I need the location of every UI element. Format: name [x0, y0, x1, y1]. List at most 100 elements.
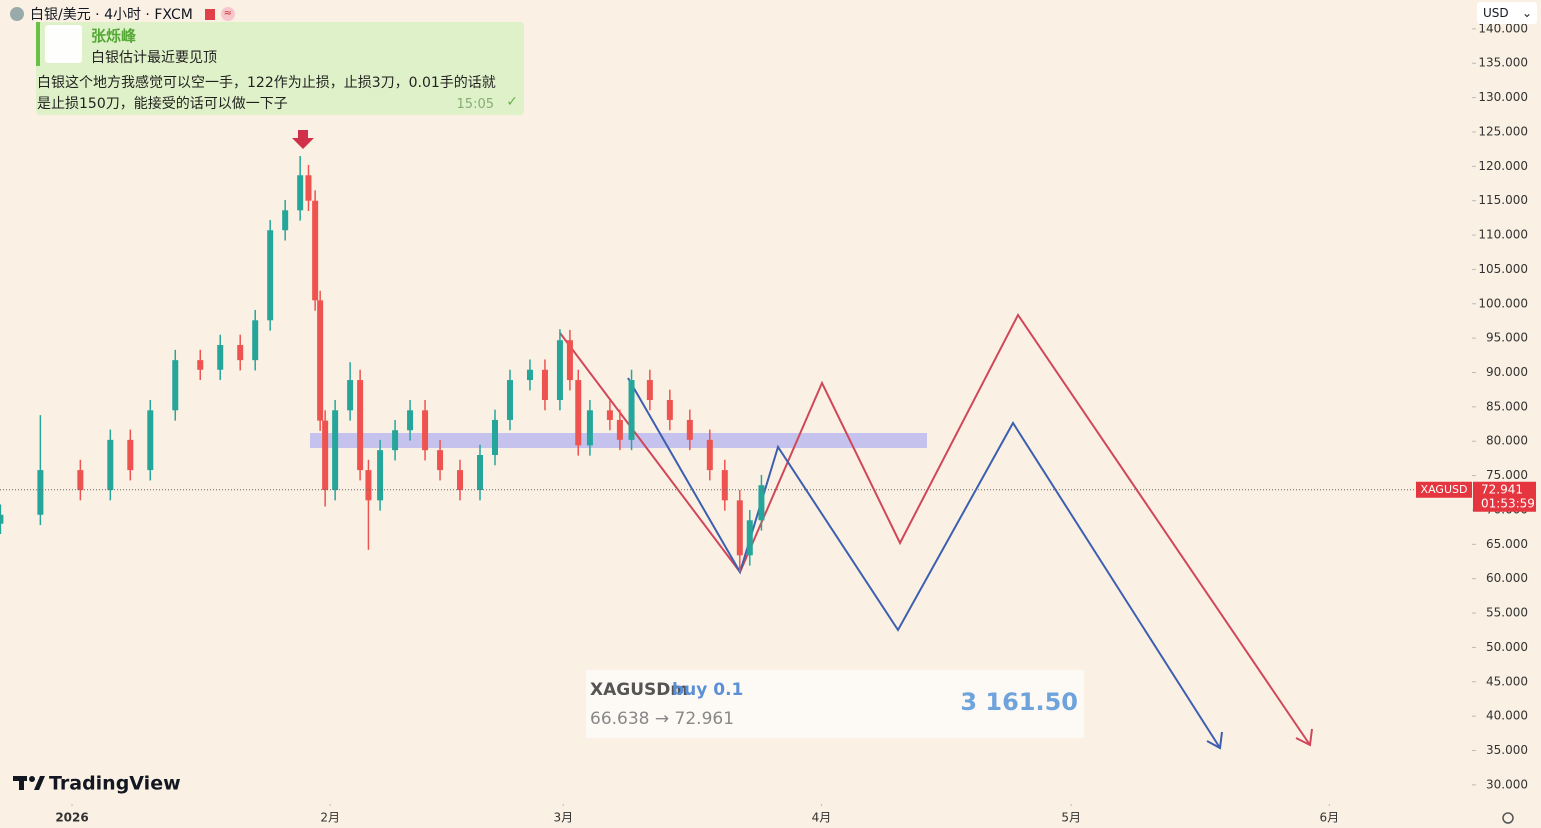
y-tick-label: 95.000 [1486, 331, 1528, 345]
x-tick-label: 4月 [812, 811, 832, 825]
check: ✓ [506, 94, 518, 110]
countdown: 01:53:59 [1481, 496, 1535, 510]
y-tick-label: 115.000 [1478, 193, 1528, 207]
candle-body [746, 520, 753, 556]
candle-body [267, 230, 274, 321]
trade-side: buy 0.1 [672, 680, 744, 700]
x-tick-label: 3月 [553, 811, 573, 825]
candle-body [646, 380, 653, 400]
candle-body [107, 439, 114, 491]
y-tick-label: 45.000 [1486, 674, 1528, 688]
candle-body [357, 380, 364, 471]
price-box [1473, 481, 1536, 512]
indicator-icon[interactable]: ≈ [220, 7, 235, 21]
currency: USD [1483, 6, 1509, 20]
logo: TradingView [13, 773, 181, 795]
candle-body [297, 175, 304, 211]
candle-body [305, 175, 312, 201]
candle-body [317, 300, 324, 421]
candle-body [586, 410, 593, 446]
header: 白银/美元 · 4小时 · FXCM ≈ [10, 4, 235, 24]
y-tick-label: 90.000 [1486, 365, 1528, 379]
down-arrow [292, 130, 314, 149]
candle-body [556, 340, 563, 400]
candle-body [686, 419, 693, 440]
candle-body [575, 380, 582, 446]
y-tick-label: 50.000 [1486, 640, 1528, 654]
trade-symbol: XAGUSDm [590, 680, 689, 700]
plot: 30.000 35.000 40.000 45.000 50.000 55.000 60.0… [0, 21, 1536, 825]
x-tick-label: 5月 [1061, 811, 1081, 825]
candle-body [217, 345, 224, 370]
message-line: 是止损150刀，能接受的话可以做一下子 [37, 96, 288, 112]
x-tick-label: 2026 [55, 811, 88, 825]
symbol-box [1416, 481, 1472, 498]
candle-body [566, 340, 573, 381]
y-tick-label: 35.000 [1486, 743, 1528, 757]
y-tick-label: 55.000 [1486, 606, 1528, 620]
arrowhead [1206, 731, 1223, 750]
logo-text: TradingView [49, 773, 181, 795]
candle-body [706, 439, 713, 471]
logo-icon [29, 776, 35, 782]
y-tick-label: 105.000 [1478, 262, 1528, 276]
candle-body [721, 470, 728, 501]
projection-blue [627, 377, 1221, 749]
candle-body [0, 514, 4, 524]
trade-profit: 3 161.50 [960, 688, 1078, 716]
thumbnail [45, 25, 82, 63]
symbol-icon [10, 7, 24, 21]
y-tick-label: 110.000 [1478, 228, 1528, 242]
message-line: 白银这个地方我感觉可以空一手，122作为止损，止损3刀，0.01手的话就 [37, 75, 496, 91]
candle-body [172, 360, 179, 411]
candle-body [237, 345, 244, 361]
candle-body [127, 439, 134, 471]
logo-icon [34, 776, 45, 790]
candle-body [347, 380, 354, 411]
symbol-title: 白银/美元 · 4小时 · FXCM [30, 7, 193, 23]
trade-panel: XAGUSDm buy 0.1 66.638 → 72.961 3 161.50 [586, 670, 1084, 738]
quote: 白银估计最近要见顶 [91, 50, 217, 66]
candle-body [666, 400, 673, 420]
candle-body [377, 450, 384, 501]
sender: 张烁峰 [91, 27, 137, 45]
candle-body [312, 200, 319, 301]
projection-red [559, 313, 1311, 746]
y-tick-label: 140.000 [1478, 21, 1528, 35]
logo-icon [19, 776, 24, 790]
candle-body [332, 410, 339, 491]
candle-body [422, 410, 429, 451]
candle-body [392, 430, 399, 451]
candle-body [758, 485, 765, 521]
candle-body [197, 360, 204, 370]
x-tick-label: 6月 [1319, 811, 1339, 825]
currency-select[interactable]: USD ⌄ [1477, 2, 1537, 24]
y-tick-label: 130.000 [1478, 90, 1528, 104]
candle-body [407, 410, 414, 431]
settings-icon[interactable] [1502, 812, 1514, 824]
candle-body [252, 320, 259, 361]
flag[interactable] [204, 8, 215, 20]
y-tick-label: 40.000 [1486, 709, 1528, 723]
y-tick-label: 125.000 [1478, 124, 1528, 138]
y-tick-label: 100.000 [1478, 296, 1528, 310]
quote-bar [36, 22, 40, 66]
candle-body [736, 500, 743, 556]
candle-body [322, 420, 329, 491]
y-tick-label: 65.000 [1486, 537, 1528, 551]
candle-body [437, 450, 444, 471]
candle-body [628, 380, 635, 440]
candle-body [541, 369, 548, 400]
y-tick-label: 60.000 [1486, 571, 1528, 585]
time: 15:05 [456, 97, 494, 112]
candle-body [365, 470, 372, 501]
symbol-label: XAGUSD [1421, 483, 1468, 496]
x-tick-label: 2月 [320, 811, 340, 825]
y-tick-label: 30.000 [1486, 777, 1528, 791]
y-tick-label: 135.000 [1478, 56, 1528, 70]
candle-body [37, 470, 44, 515]
y-tick-label: 85.000 [1486, 399, 1528, 413]
candle-body [477, 454, 484, 491]
